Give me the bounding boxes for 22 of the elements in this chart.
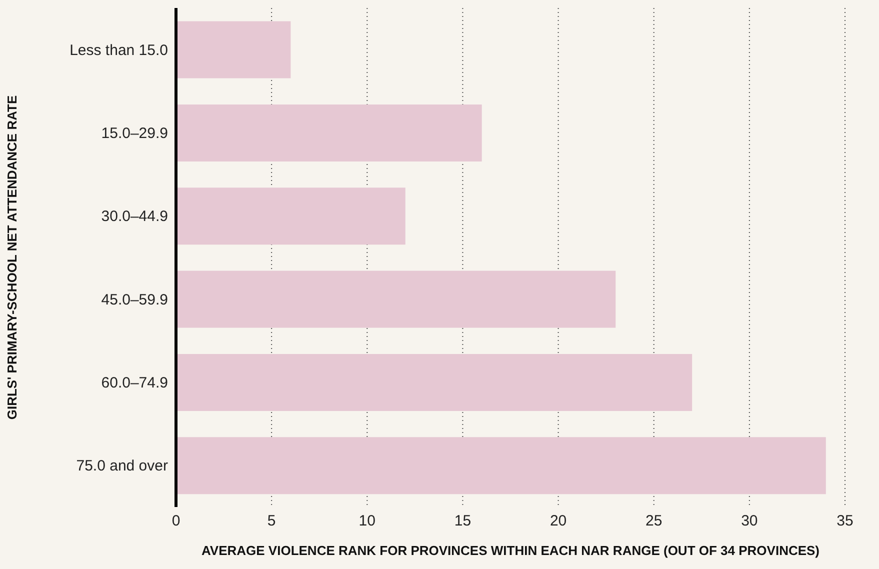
bar [176, 188, 406, 245]
x-tick-label: 15 [454, 512, 472, 530]
y-tick-label: 45.0–59.9 [101, 291, 168, 308]
x-tick-label: 20 [550, 512, 567, 530]
x-tick-label: 35 [836, 512, 854, 530]
bar [176, 354, 692, 411]
y-tick-label: Less than 15.0 [70, 42, 168, 59]
bar [176, 270, 616, 328]
x-tick-label: 5 [267, 512, 276, 530]
bar [176, 104, 482, 162]
x-tick-label: 0 [172, 512, 180, 530]
bar [176, 21, 291, 78]
x-tick-label: 30 [741, 512, 758, 530]
y-tick-label: 60.0–74.9 [101, 374, 168, 392]
x-tick-label: 25 [646, 512, 662, 530]
x-axis-title: AVERAGE VIOLENCE RANK FOR PROVINCES WITHIN EACH NAR RANGE (OUT OF 34 PROVINCES) [201, 543, 820, 558]
y-tick-label: 75.0 and over [76, 458, 168, 475]
y-tick-label: 30.0–44.9 [101, 208, 168, 226]
y-axis-title: GIRLS' PRIMARY-SCHOOL NET ATTENDANCE RATE [4, 95, 20, 420]
y-tick-label: 15.0–29.9 [101, 125, 168, 142]
x-tick-label: 10 [358, 512, 376, 530]
bar [176, 437, 826, 494]
